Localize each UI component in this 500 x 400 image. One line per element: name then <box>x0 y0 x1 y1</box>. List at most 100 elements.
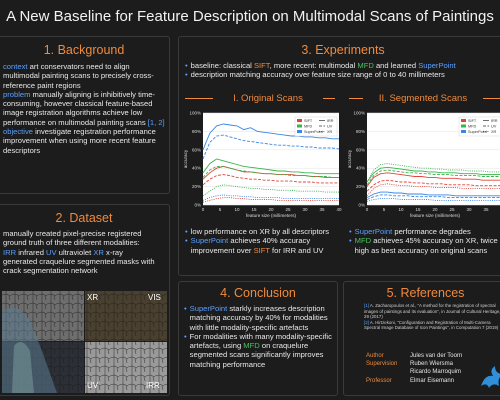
y-axis-label: accuracy <box>183 149 188 168</box>
x-axis-label: feature size (millimeters) <box>246 213 297 218</box>
university-logo <box>479 364 500 390</box>
legend-entry: UV <box>491 124 497 128</box>
legend-swatch <box>297 130 302 133</box>
y-tick-label: 60% <box>192 147 201 152</box>
uv-keyword: UV <box>46 248 57 257</box>
y-tick-label: 20% <box>356 184 365 189</box>
x-tick-label: 35 <box>319 207 325 212</box>
x-axis-label: feature size (millimeters) <box>410 213 461 218</box>
x-tick-label: 20 <box>268 207 274 212</box>
exp-bullet-2: • description matching accuracy over feat… <box>185 70 500 79</box>
x-tick-label: 0 <box>366 207 369 212</box>
conclusion-2-kw: MFD <box>243 341 259 350</box>
legend-entry: SIFT <box>468 119 477 123</box>
original-scans-chart: 0% 20% 40% 60% 80% 100% 0 5 10 15 20 25 30 35 40 featur… <box>181 107 347 225</box>
y-tick-label: 100% <box>353 111 365 116</box>
segmented-finding-2-kw: MFD <box>355 236 371 245</box>
legend-entry: XR <box>491 130 497 134</box>
legend-entry: IRR <box>491 119 498 123</box>
supervision-label: Supervision <box>366 360 410 368</box>
legend-entry: SIFT <box>304 119 313 123</box>
modality-grid <box>2 291 167 393</box>
experiments-panel: 3. Experiments • baseline: classical SIFT… <box>178 36 500 276</box>
legend-swatch <box>461 125 466 128</box>
x-tick-label: 25 <box>449 207 455 212</box>
professor-label: Professor <box>366 377 410 385</box>
conclusion-heading: 4. Conclusion <box>179 286 337 300</box>
experiments-bullets: • baseline: classical SIFT, more recent: … <box>179 57 500 80</box>
exp-bullet-1: • baseline: classical SIFT, more recent: … <box>185 61 500 70</box>
author-name: Jules van der Toorn <box>410 352 462 360</box>
supervisor-2: Ricardo Marroquim <box>410 368 461 376</box>
segmented-finding-1-kw: SuperPoint <box>355 227 393 236</box>
x-tick-label: 20 <box>432 207 438 212</box>
irr-text: infrared <box>16 248 46 257</box>
vis-label: VIS <box>148 293 161 302</box>
original-finding-1: low performance on XR by all descriptors <box>191 227 329 236</box>
dataset-intro: manually created pixel-precise registere… <box>3 229 141 247</box>
background-text: context art conservators need to align m… <box>0 57 169 155</box>
irr-keyword: IRR <box>3 248 16 257</box>
y-tick-label: 0% <box>194 203 201 208</box>
poster-title: A New Baseline for Feature Description o… <box>0 8 500 25</box>
dataset-rest: generated craquelure segmented masks wit… <box>3 257 155 275</box>
conclusion-text: • SuperPoint starkly increases descriptio… <box>179 300 337 369</box>
legend-entry: XR <box>327 130 333 134</box>
legend-swatch <box>297 125 302 128</box>
mfd-keyword: MFD <box>357 61 373 70</box>
xr-label: XR <box>87 293 98 302</box>
x-tick-label: 5 <box>219 207 222 212</box>
legend-entry: MFD <box>304 124 312 128</box>
uv-text: ultraviolet <box>57 248 94 257</box>
segmented-scans-chart: 0%20%40%60%80%100%0510152025303540featur… <box>345 107 500 225</box>
x-tick-label: 15 <box>251 207 257 212</box>
legend-entry: UV <box>327 124 333 128</box>
uv-label: UV <box>87 381 98 390</box>
x-tick-label: 10 <box>398 207 404 212</box>
sub1-rule-left <box>185 98 213 99</box>
background-heading: 1. Background <box>0 43 169 57</box>
reference-2: A. Hirtzekoni, "Configuration and Regist… <box>364 320 498 331</box>
y-tick-label: 20% <box>192 184 201 189</box>
x-tick-label: 30 <box>302 207 308 212</box>
supervisor-1: Ruben Wiersma <box>410 360 453 368</box>
conclusion-panel: 4. Conclusion • SuperPoint starkly increa… <box>178 281 338 396</box>
legend-swatch <box>461 119 466 122</box>
y-tick-label: 60% <box>356 147 365 152</box>
references-panel: 5. References [1] A. Zacharopoulos et al… <box>343 281 500 396</box>
reference-1: A. Zacharopoulos et al., "A method for t… <box>364 303 500 319</box>
segmented-scans-subtitle: II. Segmented Scans <box>363 93 483 104</box>
credits: Author Jules van der Toorn Supervision Rub… <box>366 352 476 385</box>
x-tick-label: 5 <box>383 207 386 212</box>
original-finding-2-kw: SuperPoint <box>191 236 229 245</box>
x-tick-label: 30 <box>466 207 472 212</box>
objective-keyword: objective <box>3 127 33 136</box>
y-tick-label: 100% <box>189 111 201 116</box>
irr-label: IRR <box>146 381 160 390</box>
y-axis-label: accuracy <box>347 149 352 168</box>
dataset-text: manually created pixel-precise registere… <box>0 225 169 275</box>
original-scans-subtitle: I. Original Scans <box>213 93 323 104</box>
problem-refs: [1, 2] <box>148 118 165 127</box>
context-keyword: context <box>3 62 27 71</box>
x-tick-label: 15 <box>415 207 421 212</box>
y-tick-label: 0% <box>358 203 365 208</box>
y-tick-label: 40% <box>356 166 365 171</box>
problem-keyword: problem <box>3 90 30 99</box>
sub2-rule-left <box>349 98 363 99</box>
references-heading: 5. References <box>344 286 500 300</box>
author-label: Author <box>366 352 410 360</box>
conclusion-1-kw: SuperPoint <box>190 304 228 313</box>
original-findings: • low performance on XR by all descriptor… <box>185 227 343 255</box>
y-tick-label: 80% <box>356 129 365 134</box>
y-tick-label: 80% <box>192 129 201 134</box>
background-panel: 1. Background context art conservators n… <box>0 36 170 194</box>
legend-entry: SuperPoint <box>304 130 324 134</box>
legend-entry: MFD <box>468 124 476 128</box>
experiments-heading: 3. Experiments <box>179 43 500 57</box>
legend-swatch <box>297 119 302 122</box>
xr-keyword: XR <box>93 248 104 257</box>
sub1-rule-right <box>323 98 335 99</box>
x-tick-label: 0 <box>202 207 205 212</box>
x-tick-label: 10 <box>234 207 240 212</box>
